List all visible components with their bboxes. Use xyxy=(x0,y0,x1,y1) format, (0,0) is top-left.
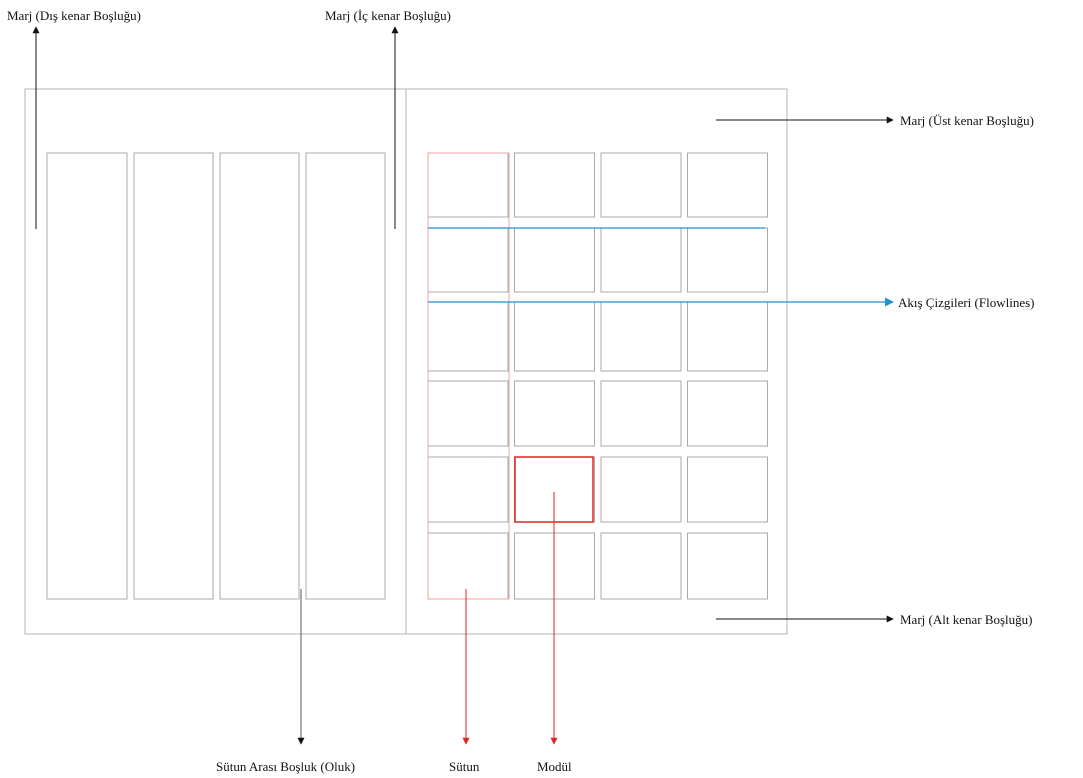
highlighted-column xyxy=(427,152,510,600)
module-cell xyxy=(427,301,509,372)
column-label: Sütun xyxy=(449,759,480,774)
module-cell xyxy=(427,152,509,218)
module-cell xyxy=(687,227,768,293)
left-page-columns xyxy=(46,152,386,600)
top-margin-label: Marj (Üst kenar Boşluğu) xyxy=(900,113,1034,128)
module-cell xyxy=(600,301,682,372)
module-cell xyxy=(600,152,682,218)
module-cell xyxy=(687,152,768,218)
module-cell xyxy=(600,227,682,293)
module-cell xyxy=(427,227,509,293)
outer-margin-label: Marj (Dış kenar Boşluğu) xyxy=(7,8,141,23)
module-cell xyxy=(514,152,595,218)
module-label: Modül xyxy=(537,759,572,774)
module-cell xyxy=(514,227,595,293)
module-cell xyxy=(427,380,509,447)
bottom-margin-label: Marj (Alt kenar Boşluğu) xyxy=(900,612,1033,627)
module-cell xyxy=(600,456,682,523)
left-column-4 xyxy=(305,152,386,600)
module-cell xyxy=(427,532,509,600)
inner-margin-label: Marj (İç kenar Boşluğu) xyxy=(325,8,451,23)
right-page-modules xyxy=(427,152,768,600)
left-column-2 xyxy=(133,152,214,600)
left-column-3 xyxy=(219,152,300,600)
left-column-1 xyxy=(46,152,128,600)
module-cell xyxy=(687,301,768,372)
module-cell xyxy=(600,380,682,447)
module-cell xyxy=(427,456,509,523)
module-cell xyxy=(600,532,682,600)
module-cell xyxy=(687,380,768,447)
module-cell xyxy=(687,456,768,523)
module-cell xyxy=(514,301,595,372)
flowlines-label: Akış Çizgileri (Flowlines) xyxy=(898,295,1035,310)
gutter-label: Sütun Arası Boşluk (Oluk) xyxy=(216,759,355,774)
module-cell xyxy=(687,532,768,600)
module-cell xyxy=(514,380,595,447)
